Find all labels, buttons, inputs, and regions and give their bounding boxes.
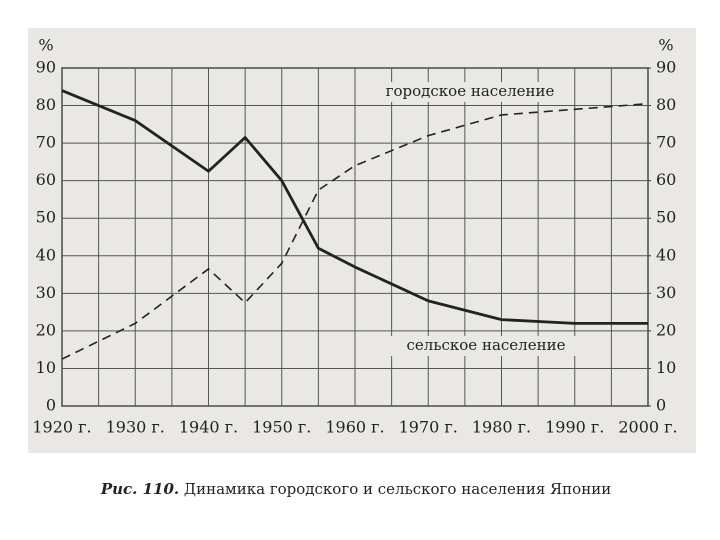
y-tick-label: 20 bbox=[36, 320, 56, 339]
series-label-bg bbox=[372, 82, 568, 102]
x-tick-label: 1930 г. bbox=[106, 418, 165, 437]
caption: Рис. 110. Динамика городского и сельског… bbox=[100, 480, 611, 498]
y2-tick-label: 20 bbox=[656, 320, 676, 339]
x-tick-label: 2000 г. bbox=[618, 418, 677, 437]
y2-tick-label: 90 bbox=[656, 58, 676, 77]
y-tick-label: 80 bbox=[36, 95, 56, 114]
series-label: сельское население bbox=[407, 336, 566, 354]
y2-tick-label: 70 bbox=[656, 133, 676, 152]
x-tick-label: 1990 г. bbox=[545, 418, 604, 437]
x-tick-label: 1960 г. bbox=[325, 418, 384, 437]
chart-background bbox=[28, 28, 696, 453]
y2-tick-label: 40 bbox=[656, 245, 676, 264]
y-tick-label: 60 bbox=[36, 170, 56, 189]
caption-label: Рис. 110. bbox=[100, 480, 179, 498]
y-tick-label: 30 bbox=[36, 283, 56, 302]
y2-tick-label: 60 bbox=[656, 170, 676, 189]
y2-tick-label: 80 bbox=[656, 95, 676, 114]
x-tick-label: 1940 г. bbox=[179, 418, 238, 437]
y-tick-label: 70 bbox=[36, 133, 56, 152]
caption-text: Динамика городского и сельского населени… bbox=[184, 480, 611, 498]
y2-tick-label: 30 bbox=[656, 283, 676, 302]
series-label-bg bbox=[388, 336, 584, 356]
series-line bbox=[61, 89, 648, 325]
y2-axis-label: % bbox=[658, 36, 673, 55]
x-tick-label: 1920 г. bbox=[32, 418, 91, 437]
x-tick-label: 1950 г. bbox=[252, 418, 311, 437]
y-tick-label: 50 bbox=[36, 208, 56, 227]
x-tick-label: 1970 г. bbox=[399, 418, 458, 437]
y2-tick-label: 0 bbox=[656, 396, 666, 415]
y-tick-label: 90 bbox=[36, 58, 56, 77]
series-line bbox=[61, 102, 649, 360]
y-tick-label: 0 bbox=[46, 396, 56, 415]
y-tick-label: 10 bbox=[36, 358, 56, 377]
y-axis-label: % bbox=[38, 36, 53, 55]
y2-tick-label: 10 bbox=[656, 358, 676, 377]
series-label: городское население bbox=[386, 82, 555, 100]
y2-tick-label: 50 bbox=[656, 208, 676, 227]
x-tick-label: 1980 г. bbox=[472, 418, 531, 437]
y-tick-label: 40 bbox=[36, 245, 56, 264]
